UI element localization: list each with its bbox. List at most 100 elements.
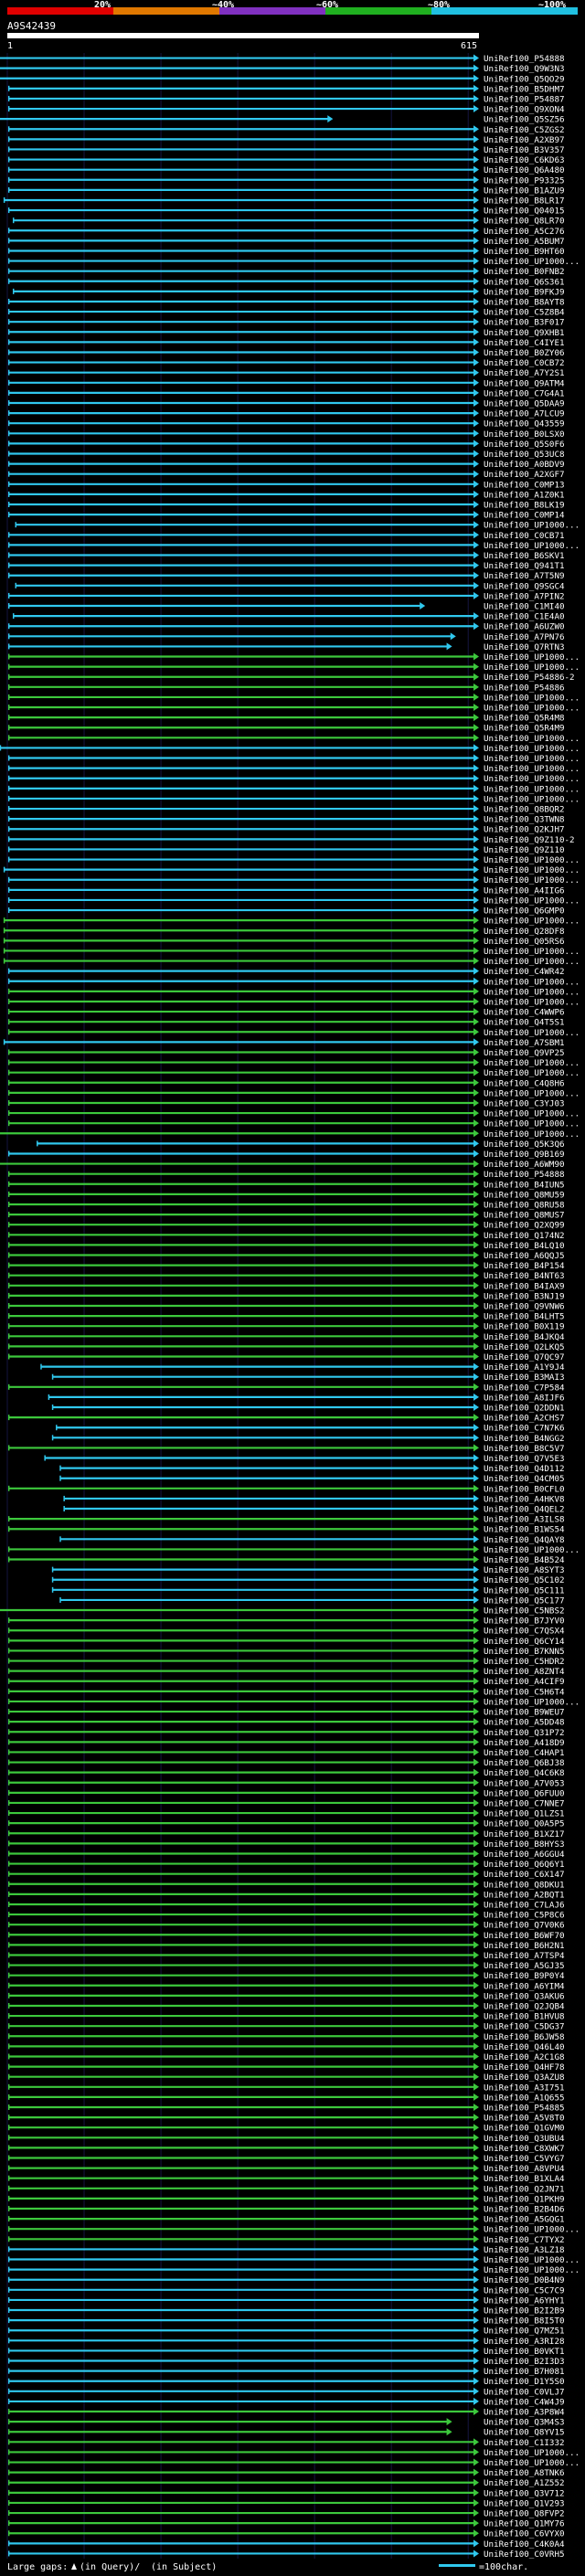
hit-row[interactable]: UniRef100_UP1000... bbox=[7, 1119, 580, 1129]
hit-label[interactable]: UniRef100_C4W4J9 bbox=[484, 2397, 565, 2407]
hit-row[interactable]: UniRef100_B2B4D6 bbox=[7, 2205, 565, 2215]
hit-label[interactable]: UniRef100_A6YHY1 bbox=[484, 2295, 565, 2306]
hit-row[interactable]: UniRef100_A2BQT1 bbox=[7, 1890, 565, 1900]
hit-row[interactable]: UniRef100_B4JKQ4 bbox=[7, 1332, 565, 1342]
hit-label[interactable]: UniRef100_UP1000... bbox=[484, 1129, 580, 1140]
hit-row[interactable]: UniRef100_A2XGF7 bbox=[7, 470, 565, 480]
hit-label[interactable]: UniRef100_A5DD48 bbox=[484, 1718, 565, 1728]
hit-label[interactable]: UniRef100_Q9ATM4 bbox=[484, 378, 565, 388]
hit-label[interactable]: UniRef100_P54886-2 bbox=[484, 673, 575, 683]
hit-row[interactable]: UniRef100_UP1000... bbox=[7, 541, 580, 551]
hit-row[interactable]: UniRef100_Q5SZ56 bbox=[0, 115, 565, 125]
hit-row[interactable]: UniRef100_UP1000... bbox=[7, 754, 580, 764]
hit-label[interactable]: UniRef100_C7TYX2 bbox=[484, 2235, 565, 2245]
hit-label[interactable]: UniRef100_UP1000... bbox=[484, 1545, 580, 1555]
hit-row[interactable]: UniRef100_P54887 bbox=[7, 94, 565, 104]
hit-label[interactable]: UniRef100_UP1000... bbox=[484, 754, 580, 764]
hit-row[interactable]: UniRef100_Q2DDN1 bbox=[51, 1404, 565, 1414]
hit-row[interactable]: UniRef100_Q7RTN3 bbox=[7, 642, 565, 652]
hit-label[interactable]: UniRef100_B2I3D3 bbox=[484, 2357, 565, 2367]
hit-row[interactable]: UniRef100_Q3UBU4 bbox=[7, 2134, 565, 2144]
hit-row[interactable]: UniRef100_UP1000... bbox=[7, 693, 580, 703]
hit-label[interactable]: UniRef100_B8HYS3 bbox=[484, 1839, 565, 1850]
hit-label[interactable]: UniRef100_C7G4A1 bbox=[484, 388, 565, 398]
hit-label[interactable]: UniRef100_B0CFL0 bbox=[484, 1484, 565, 1494]
hit-row[interactable]: UniRef100_B1XLA4 bbox=[7, 2174, 565, 2184]
hit-row[interactable]: UniRef100_A6YHY1 bbox=[7, 2295, 565, 2306]
hit-label[interactable]: UniRef100_UP1000... bbox=[484, 2255, 580, 2265]
hit-row[interactable]: UniRef100_A8SYT3 bbox=[51, 1565, 565, 1575]
hit-label[interactable]: UniRef100_C1MI40 bbox=[484, 602, 565, 612]
hit-row[interactable]: UniRef100_Q8LR70 bbox=[12, 217, 565, 227]
hit-label[interactable]: UniRef100_B4JKQ4 bbox=[484, 1332, 565, 1342]
hit-row[interactable]: UniRef100_UP1000... bbox=[7, 1058, 580, 1068]
hit-label[interactable]: UniRef100_P54887 bbox=[484, 94, 565, 104]
hit-label[interactable]: UniRef100_B8C5V7 bbox=[484, 1444, 565, 1454]
hit-row[interactable]: UniRef100_C5HDR2 bbox=[7, 1657, 565, 1667]
hit-row[interactable]: UniRef100_Q8MU59 bbox=[7, 1190, 565, 1200]
hit-label[interactable]: UniRef100_Q7MZ51 bbox=[484, 2327, 565, 2337]
hit-row[interactable]: UniRef100_UP1000... bbox=[7, 2225, 580, 2235]
hit-label[interactable]: UniRef100_UP1000... bbox=[484, 693, 580, 703]
hit-label[interactable]: UniRef100_C6X147 bbox=[484, 1870, 565, 1880]
hit-label[interactable]: UniRef100_C0VRH5 bbox=[484, 2549, 565, 2560]
hit-label[interactable]: UniRef100_A6QQJ5 bbox=[484, 1251, 565, 1261]
hit-label[interactable]: UniRef100_P54888 bbox=[484, 54, 565, 64]
hit-row[interactable]: UniRef100_B1HVU8 bbox=[7, 2012, 565, 2022]
hit-label[interactable]: UniRef100_Q6CY14 bbox=[484, 1637, 565, 1647]
hit-row[interactable]: UniRef100_B1AZU9 bbox=[7, 186, 565, 196]
hit-label[interactable]: UniRef100_B1AZU9 bbox=[484, 186, 565, 196]
hit-label[interactable]: UniRef100_Q5DAA9 bbox=[484, 398, 565, 408]
hit-row[interactable]: UniRef100_Q5R4M9 bbox=[7, 724, 565, 734]
hit-label[interactable]: UniRef100_A2C1G8 bbox=[484, 2052, 565, 2062]
hit-row[interactable]: UniRef100_Q7QC97 bbox=[7, 1352, 565, 1362]
hit-label[interactable]: UniRef100_UP1000... bbox=[484, 541, 580, 551]
hit-row[interactable]: UniRef100_C4HAP1 bbox=[7, 1748, 565, 1758]
hit-label[interactable]: UniRef100_UP1000... bbox=[484, 521, 580, 531]
hit-row[interactable]: UniRef100_Q4D112 bbox=[59, 1464, 565, 1474]
hit-label[interactable]: UniRef100_B8I5T0 bbox=[484, 2316, 565, 2327]
hit-row[interactable]: UniRef100_A2C1G8 bbox=[7, 2052, 565, 2062]
hit-row[interactable]: UniRef100_Q3M4S3 bbox=[7, 2418, 565, 2428]
hit-label[interactable]: UniRef100_C4WR42 bbox=[484, 967, 565, 977]
hit-label[interactable]: UniRef100_A2CHS7 bbox=[484, 1414, 565, 1424]
hit-label[interactable]: UniRef100_A7PN76 bbox=[484, 632, 565, 642]
hit-row[interactable]: UniRef100_P93325 bbox=[7, 175, 565, 186]
hit-row[interactable]: UniRef100_C0VLJ7 bbox=[7, 2387, 565, 2397]
hit-label[interactable]: UniRef100_B8LK19 bbox=[484, 501, 565, 511]
hit-row[interactable]: UniRef100_C5Z8B4 bbox=[7, 308, 565, 318]
hit-label[interactable]: UniRef100_Q9SGC4 bbox=[484, 581, 565, 591]
hit-row[interactable]: UniRef100_B8LR17 bbox=[3, 196, 565, 206]
hit-label[interactable]: UniRef100_B0LSX0 bbox=[484, 429, 565, 440]
hit-label[interactable]: UniRef100_UP1000... bbox=[484, 2225, 580, 2235]
hit-label[interactable]: UniRef100_C7LAJ6 bbox=[484, 1900, 565, 1910]
hit-row[interactable]: UniRef100_Q43559 bbox=[7, 419, 565, 429]
hit-row[interactable]: UniRef100_C0MP13 bbox=[7, 480, 565, 490]
hit-label[interactable]: UniRef100_UP1000... bbox=[484, 1109, 580, 1119]
hit-row[interactable]: UniRef100_C0CB72 bbox=[7, 358, 565, 368]
hit-label[interactable]: UniRef100_P93325 bbox=[484, 175, 565, 186]
hit-label[interactable]: UniRef100_Q7V5E3 bbox=[484, 1454, 565, 1464]
hit-label[interactable]: UniRef100_Q5C102 bbox=[484, 1575, 565, 1585]
hit-row[interactable]: UniRef100_UP1000... bbox=[7, 1068, 580, 1078]
hit-row[interactable]: UniRef100_C3YJ03 bbox=[7, 1098, 565, 1108]
hit-label[interactable]: UniRef100_A8SYT3 bbox=[484, 1565, 565, 1575]
hit-label[interactable]: UniRef100_B1XLA4 bbox=[484, 2174, 565, 2184]
hit-row[interactable]: UniRef100_D0B4N9 bbox=[7, 2275, 565, 2285]
hit-row[interactable]: UniRef100_B1WS54 bbox=[7, 1525, 565, 1535]
hit-label[interactable]: UniRef100_UP1000... bbox=[484, 784, 580, 794]
hit-label[interactable]: UniRef100_B6SKV1 bbox=[484, 551, 565, 561]
hit-row[interactable]: UniRef100_B8I5T0 bbox=[7, 2316, 565, 2327]
hit-label[interactable]: UniRef100_C1E4A0 bbox=[484, 612, 565, 622]
hit-label[interactable]: UniRef100_B7JYV0 bbox=[484, 1617, 565, 1627]
hit-label[interactable]: UniRef100_A8ZNT4 bbox=[484, 1667, 565, 1677]
hit-row[interactable]: UniRef100_D1Y5S0 bbox=[7, 2377, 565, 2387]
hit-row[interactable]: UniRef100_UP1000... bbox=[7, 663, 580, 673]
hit-row[interactable]: UniRef100_Q9VP25 bbox=[7, 1048, 565, 1058]
hit-row[interactable]: UniRef100_A8IJF6 bbox=[48, 1393, 565, 1403]
hit-label[interactable]: UniRef100_UP1000... bbox=[484, 1119, 580, 1129]
hit-label[interactable]: UniRef100_A6WM90 bbox=[484, 1160, 565, 1170]
hit-row[interactable]: UniRef100_Q7V5E3 bbox=[44, 1454, 565, 1464]
hit-row[interactable]: UniRef100_UP1000... bbox=[7, 896, 580, 906]
hit-row[interactable]: UniRef100_A418D9 bbox=[7, 1738, 565, 1748]
